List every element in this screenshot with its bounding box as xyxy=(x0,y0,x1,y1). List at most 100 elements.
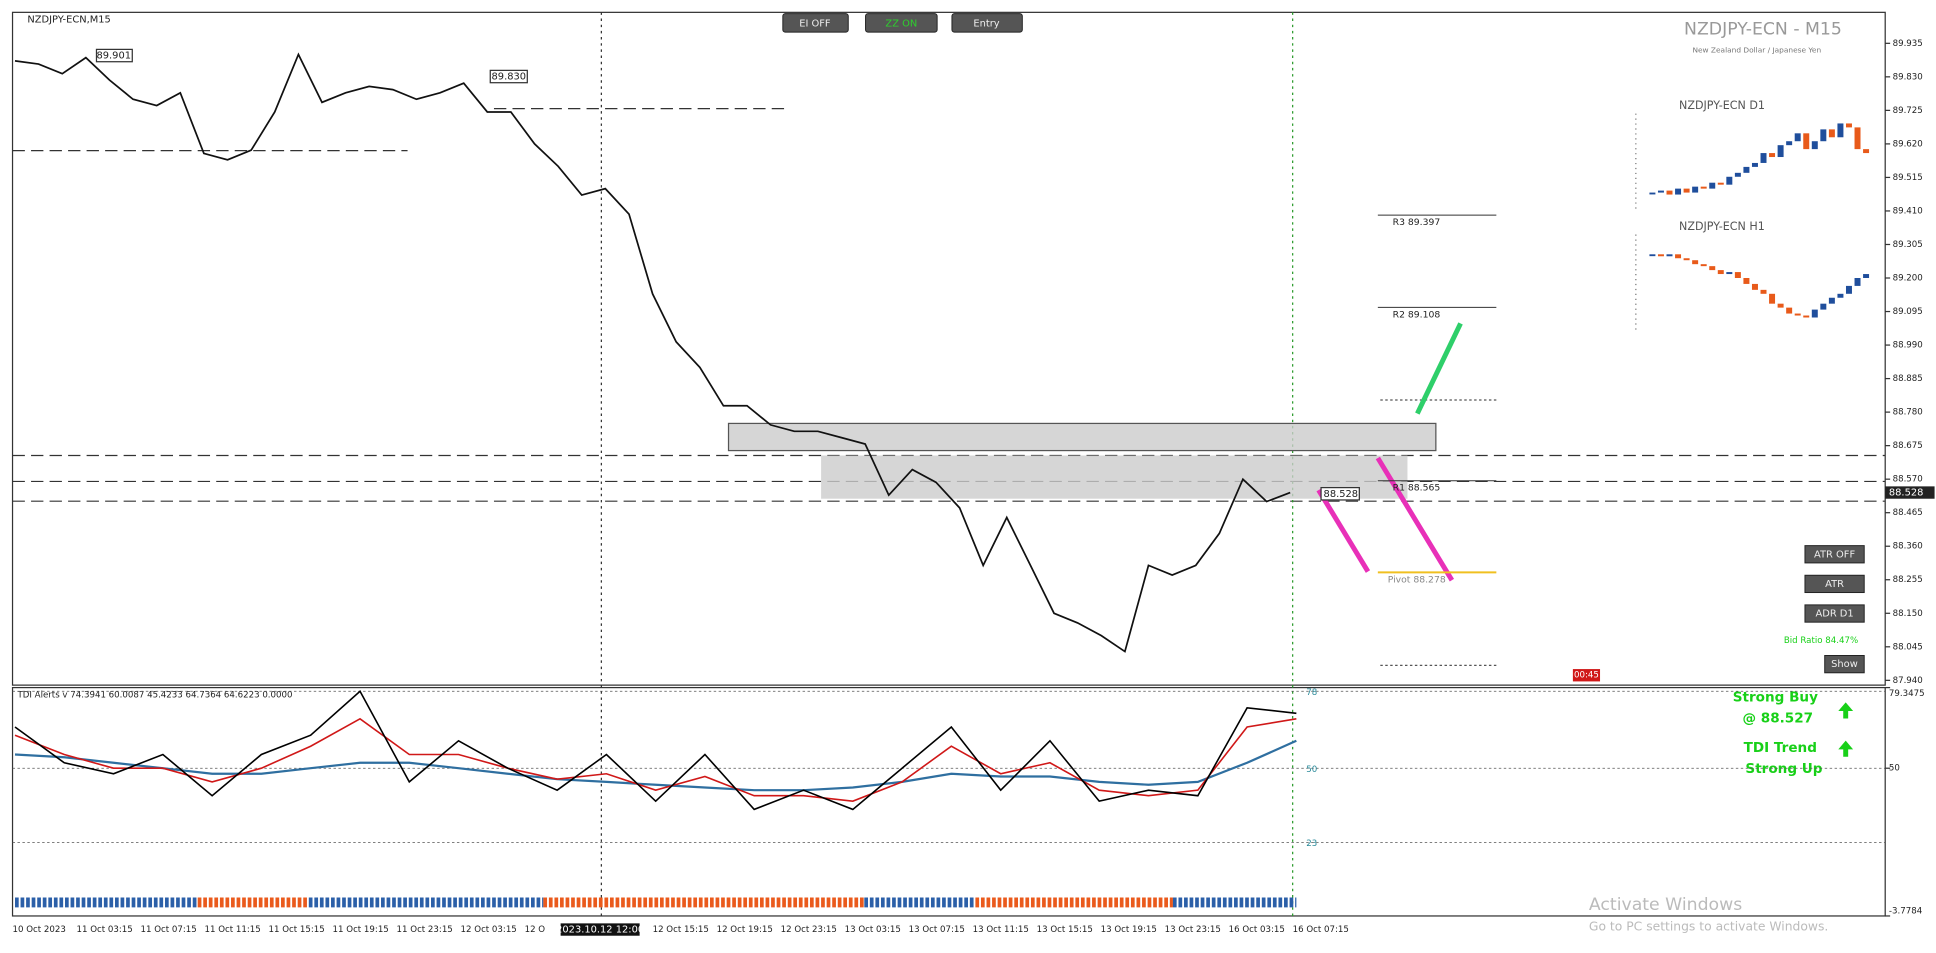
signal: Strong Buy xyxy=(1733,689,1818,705)
y-tick-label: 89.620 xyxy=(1893,139,1923,149)
y-tick-label: 89.830 xyxy=(1893,72,1923,82)
y-tick-label: 89.515 xyxy=(1893,173,1923,183)
button[interactable] xyxy=(951,13,1023,33)
button[interactable] xyxy=(1804,574,1865,594)
y-tick-label: 88.885 xyxy=(1893,374,1923,384)
cursor-time-box xyxy=(560,923,640,936)
mini-candle xyxy=(1709,182,1716,189)
mini-candle xyxy=(1717,182,1724,185)
mini-candle xyxy=(1726,272,1733,275)
mini-candle xyxy=(1760,289,1767,294)
x-tick-label: 11 Oct 07:15 xyxy=(141,925,197,935)
button-label[interactable]: ZZ ON xyxy=(885,18,917,29)
watermark: Go to PC settings to activate Windows. xyxy=(1589,920,1828,934)
mini-candle xyxy=(1649,254,1656,257)
price-tag xyxy=(95,48,133,63)
arrow xyxy=(1375,456,1455,582)
chart-subtitle: New Zealand Dollar / Japanese Yen xyxy=(1692,46,1821,55)
x-tick-label: 12 Oct 23:15 xyxy=(781,925,837,935)
mini-candle xyxy=(1811,309,1818,318)
button[interactable] xyxy=(782,13,849,33)
signal: @ 88.527 xyxy=(1742,710,1813,726)
main-pane xyxy=(11,11,1886,686)
zone xyxy=(821,455,1408,499)
y-tick-label: 89.410 xyxy=(1893,206,1923,216)
arrow xyxy=(1316,488,1371,573)
symbol-label: NZDJPY-ECN,M15 xyxy=(27,15,110,26)
mini-candle xyxy=(1811,141,1818,150)
x-tick-label: 12 O xyxy=(525,925,546,935)
mini-candle xyxy=(1777,145,1784,158)
price-tag xyxy=(1320,486,1360,501)
button-label[interactable]: Entry xyxy=(973,18,999,29)
mini-candle xyxy=(1794,133,1801,142)
y-tick-label: 88.675 xyxy=(1893,441,1923,451)
level-label: 23 xyxy=(1306,839,1317,849)
level-label: 50 xyxy=(1306,765,1317,775)
mini-candle xyxy=(1726,176,1733,185)
mini-candle xyxy=(1683,188,1690,193)
button-label[interactable]: ADR D1 xyxy=(1815,609,1853,620)
y-tick-label: 88.780 xyxy=(1893,408,1923,418)
mini-candle xyxy=(1675,188,1682,195)
current-price-box xyxy=(1885,486,1935,499)
mini-candle xyxy=(1657,190,1664,193)
button-label[interactable]: EI OFF xyxy=(799,18,831,29)
x-tick-label: 13 Oct 07:15 xyxy=(909,925,965,935)
price-tag xyxy=(489,69,528,84)
mini-candle xyxy=(1820,129,1827,142)
pivot-label: R1 88.565 xyxy=(1393,483,1441,494)
indicator-pane xyxy=(11,686,1886,917)
mini-candle xyxy=(1743,277,1750,284)
x-tick-label: 11 Oct 11:15 xyxy=(205,925,261,935)
button[interactable] xyxy=(1804,545,1865,564)
y-tick-label: 88.570 xyxy=(1893,475,1923,485)
mini-candle xyxy=(1786,307,1793,314)
button[interactable] xyxy=(1824,655,1865,674)
mini-candle xyxy=(1845,123,1852,128)
mini-title: NZDJPY-ECN H1 xyxy=(1679,220,1765,233)
button-label[interactable]: Show xyxy=(1831,659,1858,670)
x-tick-label: 10 Oct 2023 xyxy=(13,925,66,935)
mini-candle xyxy=(1700,186,1707,189)
timer: 00:45 xyxy=(1574,671,1599,681)
mini-candle xyxy=(1863,149,1870,154)
mini-candle xyxy=(1760,153,1767,163)
y-tick-label: 88.465 xyxy=(1893,508,1923,518)
mini-candle xyxy=(1820,303,1827,310)
x-tick-label: 11 Oct 15:15 xyxy=(269,925,325,935)
mini-candle xyxy=(1769,153,1776,158)
y-tick-label: 88.150 xyxy=(1893,609,1923,619)
y-tick-label: 89.305 xyxy=(1893,240,1923,250)
mini-candle xyxy=(1734,272,1741,278)
x-tick-label: 13 Oct 03:15 xyxy=(845,925,901,935)
mini-candle xyxy=(1734,172,1741,177)
y-tick-label: 50 xyxy=(1889,764,1900,774)
button[interactable] xyxy=(1804,604,1865,623)
button[interactable] xyxy=(865,13,938,33)
up-arrow xyxy=(1838,702,1854,757)
y-tick-label: 79.3475 xyxy=(1889,689,1925,699)
mini-candle xyxy=(1854,127,1861,150)
x-tick-label: 13 Oct 15:15 xyxy=(1037,925,1093,935)
indicator-header: TDI Alerts v 74.3941 60.0087 45.4233 64.… xyxy=(16,690,292,700)
tdi-line xyxy=(14,690,1297,811)
arrow xyxy=(1415,322,1463,415)
x-tick-label: 12 Oct 19:15 xyxy=(717,925,773,935)
mini-title: NZDJPY-ECN D1 xyxy=(1679,99,1765,112)
mini-candle xyxy=(1751,283,1758,290)
mini-candle xyxy=(1649,192,1656,195)
mini-candle xyxy=(1863,274,1870,278)
mini-candle xyxy=(1794,313,1801,316)
mini-candle xyxy=(1717,270,1724,275)
mini-candle xyxy=(1769,293,1776,304)
x-tick-label: 12 Oct 03:15 xyxy=(461,925,517,935)
button-label[interactable]: ATR xyxy=(1825,579,1844,590)
chart-title: NZDJPY-ECN - M15 xyxy=(1684,20,1842,40)
mini-candle xyxy=(1709,266,1716,271)
button-label[interactable]: ATR OFF xyxy=(1814,549,1855,560)
bid-ratio: Bid Ratio 84.47% xyxy=(1784,636,1858,646)
side-panel: ATR OFF ATR ADR D1 Bid Ratio 84.47% Show… xyxy=(1572,545,1865,682)
signal: TDI Trend xyxy=(1744,740,1817,756)
